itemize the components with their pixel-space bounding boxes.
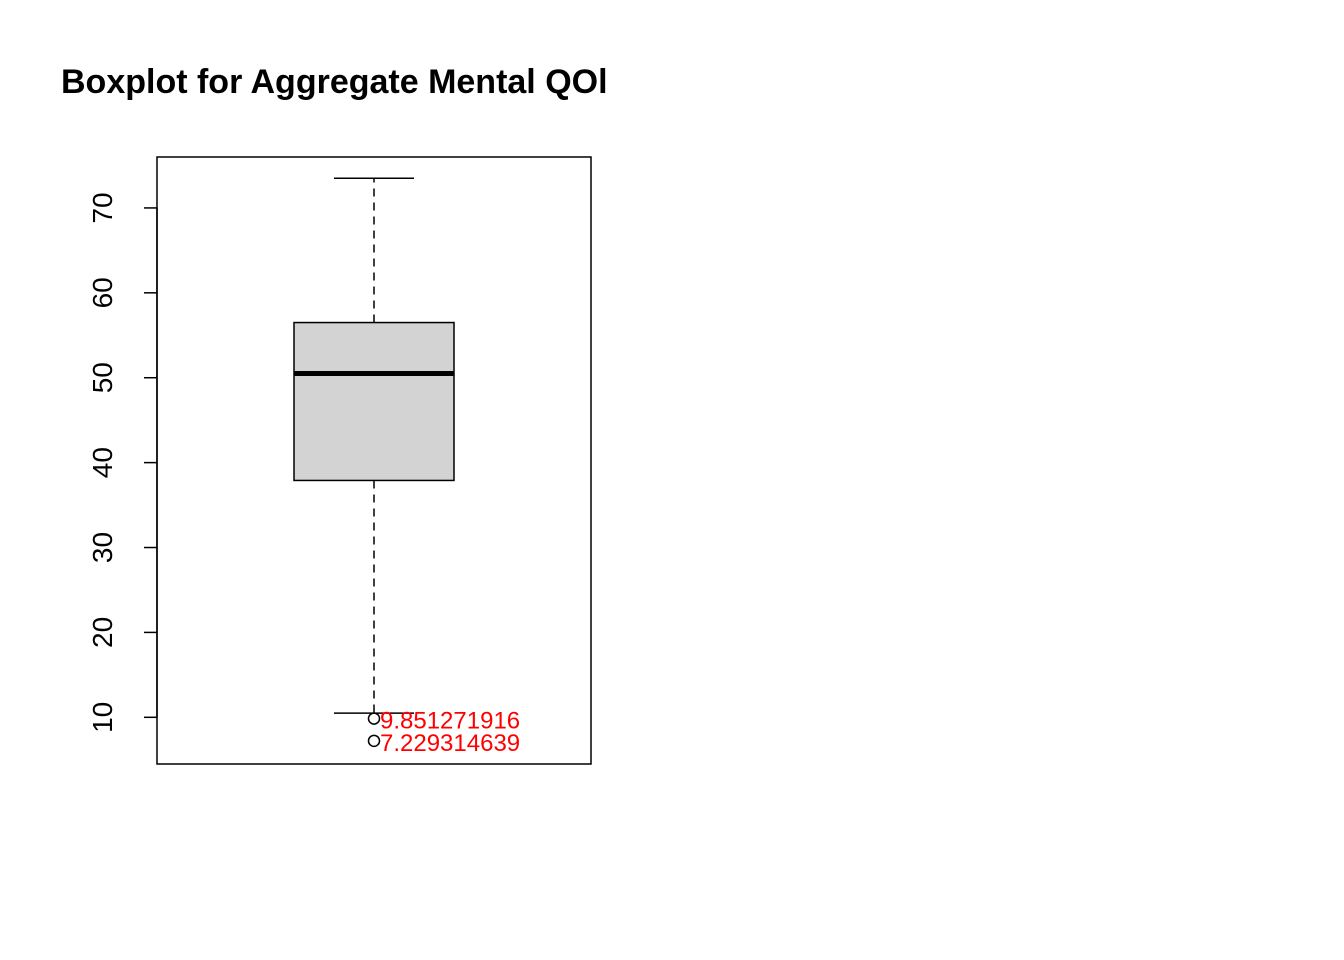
outlier-point-1 xyxy=(367,712,381,725)
y-tick-label-70: 70 xyxy=(87,192,118,223)
outlier-label-2: 7.229314639 xyxy=(380,730,520,757)
outlier-point-2 xyxy=(367,734,381,748)
y-tick-label-20: 20 xyxy=(87,617,118,648)
outlier-label-1: 9.851271916 xyxy=(380,708,520,735)
y-tick-label-10: 10 xyxy=(87,702,118,733)
y-axis: 10 20 30 40 50 60 70 xyxy=(87,192,158,733)
y-tick-label-50: 50 xyxy=(87,362,118,393)
iqr-box xyxy=(293,321,455,482)
y-tick-label-60: 60 xyxy=(87,277,118,308)
y-tick-label-40: 40 xyxy=(87,447,118,478)
y-tick-label-30: 30 xyxy=(87,532,118,563)
box-plot xyxy=(293,177,455,714)
chart-title: Boxplot for Aggregate Mental QOl xyxy=(61,63,608,101)
